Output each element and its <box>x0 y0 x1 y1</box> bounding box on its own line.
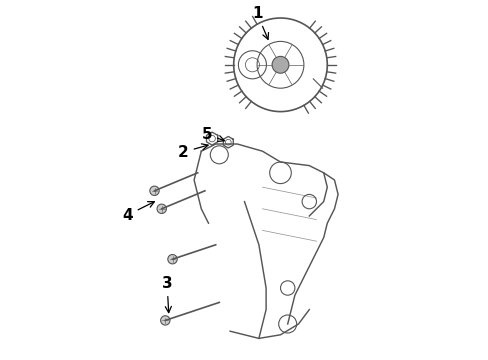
Text: 1: 1 <box>251 6 268 39</box>
Text: 3: 3 <box>162 276 172 312</box>
Circle shape <box>271 57 288 73</box>
Text: 5: 5 <box>201 127 224 141</box>
Circle shape <box>157 204 166 213</box>
Text: 4: 4 <box>122 202 154 222</box>
Circle shape <box>149 186 159 195</box>
Circle shape <box>167 255 177 264</box>
Circle shape <box>160 316 170 325</box>
Text: 2: 2 <box>178 144 208 159</box>
